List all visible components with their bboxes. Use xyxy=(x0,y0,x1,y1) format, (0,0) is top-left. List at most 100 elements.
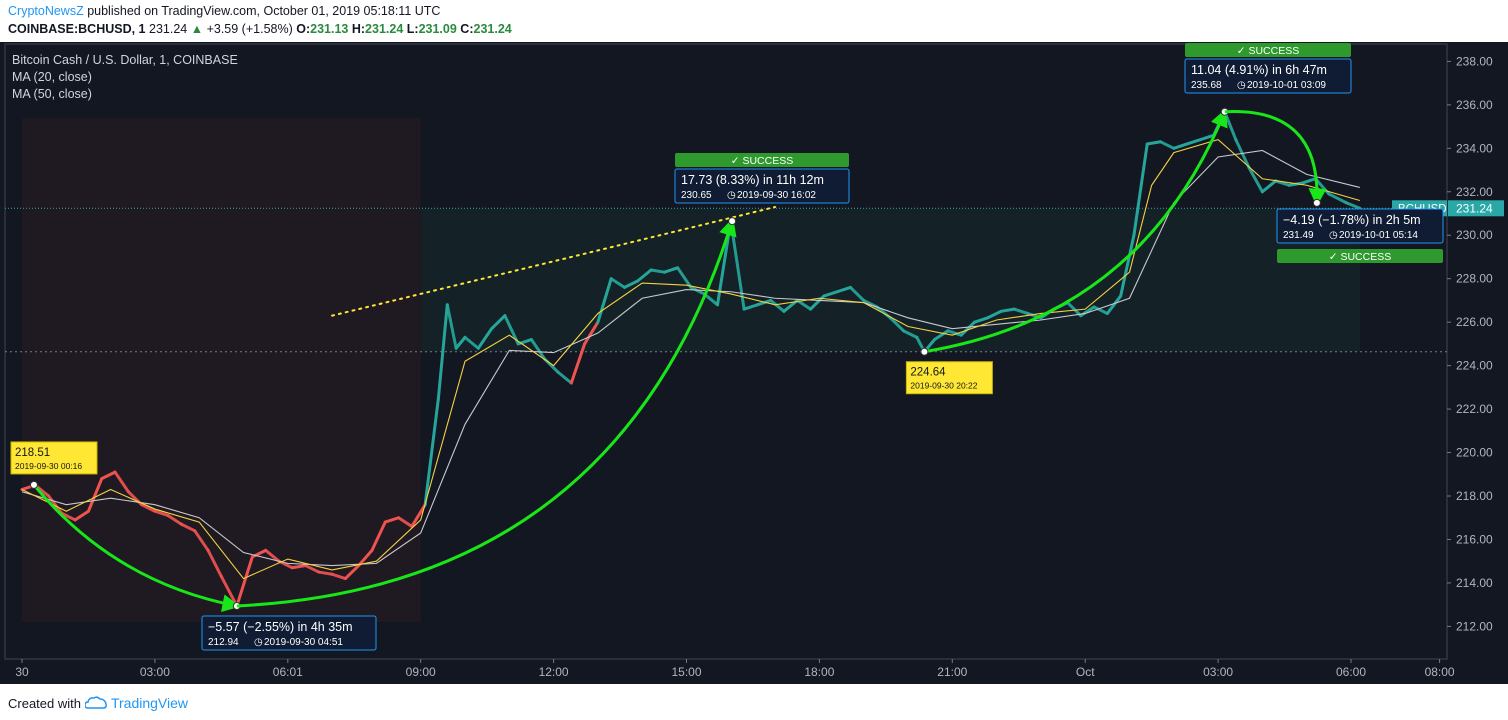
x-tick-label: 09:00 xyxy=(406,665,436,679)
clock-icon: ◷ xyxy=(727,190,736,201)
price-segment xyxy=(848,285,866,302)
price-segment xyxy=(1185,138,1202,146)
success-badge-label: ✓ SUCCESS xyxy=(1237,45,1299,57)
x-tick-label: 18:00 xyxy=(804,665,834,679)
measure-price: 235.68 xyxy=(1191,80,1222,91)
drawing-overlays xyxy=(29,107,1327,613)
price-segment xyxy=(370,520,387,552)
bull-zone xyxy=(420,208,1360,352)
measure-date: 2019-10-01 03:09 xyxy=(1247,80,1326,91)
y-tick-label: 220.00 xyxy=(1456,446,1493,460)
success-badge xyxy=(1277,249,1443,263)
open-value: 231.13 xyxy=(310,22,349,36)
measure-arrow xyxy=(924,108,1228,354)
measure-box xyxy=(674,168,850,204)
price-segment xyxy=(609,277,626,289)
measure-text: −4.19 (−1.78%) in 2h 5m xyxy=(1283,213,1421,227)
ma50-line xyxy=(21,149,1360,567)
price-chart[interactable]: 212.00 214.00 216.00 218.00 220.00 222.00 224.… xyxy=(0,42,1508,684)
price-segment xyxy=(933,329,950,342)
price-segment xyxy=(902,329,919,339)
success-badge-label: ✓ SUCCESS xyxy=(1329,251,1391,263)
y-tick-label: 222.00 xyxy=(1456,402,1493,416)
price-segment xyxy=(1065,301,1083,318)
price-segment xyxy=(529,338,547,361)
price-segment xyxy=(206,548,223,578)
created-with-text: Created with xyxy=(8,695,81,711)
clock-icon: ◷ xyxy=(1329,230,1338,241)
publisher-link[interactable]: CryptoNewsZ xyxy=(8,4,84,18)
x-tick-label: 15:00 xyxy=(671,665,701,679)
y-tick-label: 226.00 xyxy=(1456,315,1493,329)
measure-price: 230.65 xyxy=(681,190,712,201)
price-segment xyxy=(153,509,170,518)
price-segment xyxy=(264,548,281,563)
price-segment xyxy=(1247,166,1264,194)
price-segment xyxy=(636,268,653,283)
y-tick-label: 224.00 xyxy=(1456,359,1493,373)
price-segment xyxy=(569,342,587,385)
clock-icon: ◷ xyxy=(1237,80,1246,91)
price-segment xyxy=(1012,307,1030,315)
current-price-value: 231.24 xyxy=(1456,201,1493,215)
measure-price: 231.49 xyxy=(1283,230,1314,241)
measure-arrow xyxy=(32,483,241,613)
y-tick-label: 216.00 xyxy=(1456,532,1493,546)
measure-date: 2019-09-30 04:51 xyxy=(264,637,343,648)
clock-icon: ◷ xyxy=(254,637,263,648)
price-segment xyxy=(86,477,104,513)
measure-box xyxy=(201,615,377,651)
price-segment xyxy=(972,316,990,324)
current-price-tag xyxy=(1448,200,1504,217)
price-segment xyxy=(73,509,90,522)
price-segment xyxy=(795,298,813,311)
price-segment xyxy=(1327,192,1349,205)
success-badge-label: ✓ SUCCESS xyxy=(731,155,793,167)
symbol-name[interactable]: COINBASE:BCHUSD, 1 xyxy=(8,22,146,36)
price-segment xyxy=(1159,140,1176,150)
pivot-label-box xyxy=(10,441,98,475)
measure-text: 11.04 (4.91%) in 6h 47m xyxy=(1191,63,1327,77)
measure-box xyxy=(1184,58,1352,94)
measure-text: −5.57 (−2.55%) in 4h 35m xyxy=(208,620,353,634)
price-segment xyxy=(423,396,440,507)
close-label: C: xyxy=(460,22,474,36)
price-segment xyxy=(47,494,64,515)
x-tick-label: 06:01 xyxy=(273,665,303,679)
price-segment xyxy=(986,309,1003,320)
x-tick-label: 30 xyxy=(15,665,29,679)
price-segment xyxy=(662,266,680,274)
x-tick-label: 03:00 xyxy=(140,665,170,679)
y-tick-label: 230.00 xyxy=(1456,228,1493,242)
price-segment xyxy=(140,503,157,513)
price-segment xyxy=(822,290,839,298)
price-segment xyxy=(1119,233,1136,298)
success-badge xyxy=(1185,43,1351,57)
price-segment xyxy=(1145,140,1163,146)
price-segment xyxy=(888,316,906,333)
price-segment xyxy=(476,327,494,350)
trend-line xyxy=(331,205,777,317)
pivot-label-date: 2019-09-30 00:16 xyxy=(15,461,82,471)
legend-ma20: MA (20, close) xyxy=(12,70,92,84)
price-segment xyxy=(1172,142,1189,150)
price-segment xyxy=(436,303,449,400)
symbol-line: COINBASE:BCHUSD, 1 231.24 ▲ +3.59 (+1.58… xyxy=(8,22,512,36)
measure-price: 212.94 xyxy=(208,637,239,648)
low-label: L: xyxy=(406,22,419,36)
tradingview-brand[interactable]: TradingView xyxy=(110,695,189,711)
legend: Bitcoin Cash / U.S. Dollar, 1, COINBASE … xyxy=(12,53,238,101)
y-tick-label: 214.00 xyxy=(1456,576,1493,590)
measure-arrow xyxy=(236,217,737,608)
x-tick-label: 12:00 xyxy=(539,665,569,679)
price-segment xyxy=(946,329,963,337)
price-segment xyxy=(999,307,1016,313)
publish-line: CryptoNewsZ published on TradingView.com… xyxy=(8,4,440,18)
y-tick-label: 232.00 xyxy=(1456,185,1493,199)
y-tick-label: 218.00 xyxy=(1456,489,1493,503)
price-segment xyxy=(1198,133,1216,142)
price-segment xyxy=(702,292,720,307)
price-segment xyxy=(113,470,130,494)
price-segment xyxy=(445,303,458,350)
close-value: 231.24 xyxy=(473,22,512,36)
